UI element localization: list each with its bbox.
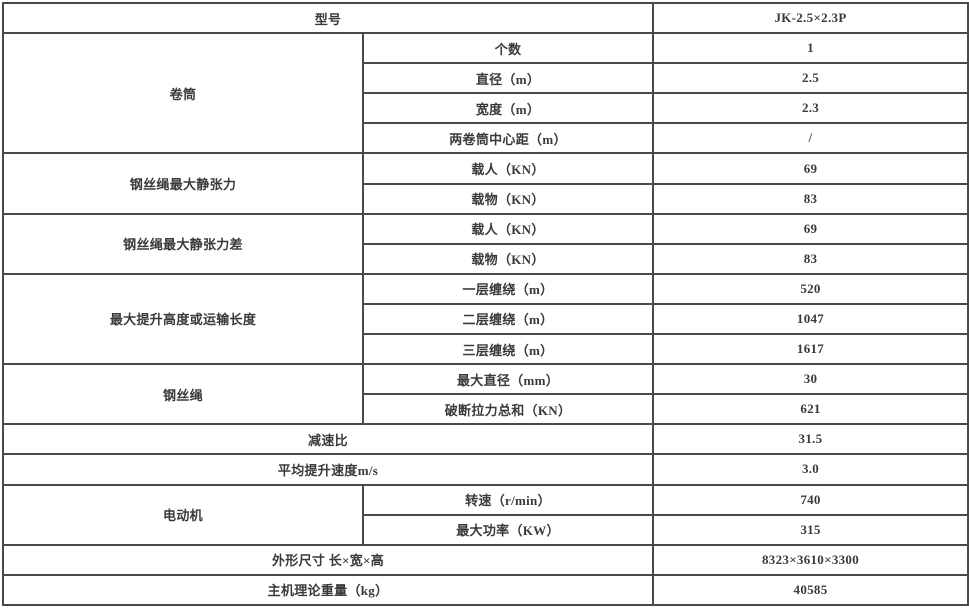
table-row: 钢丝绳最大静张力 载人（KN） 69	[2, 152, 969, 215]
value-layer3-winding: 1617	[652, 333, 969, 366]
avg-lifting-speed-value: 3.0	[652, 453, 969, 486]
group-drum: 卷筒	[2, 32, 364, 155]
table-row: 卷筒 个数 1	[2, 32, 969, 155]
table-row: 平均提升速度m/s 3.0	[1, 453, 969, 486]
value-rope-breaking-force: 621	[652, 393, 969, 426]
group-motor: 电动机	[2, 483, 364, 546]
group-max-static-tension-diff: 钢丝绳最大静张力差	[2, 212, 364, 275]
value-layer1-winding: 520	[652, 272, 969, 305]
param-tension-diff-manned: 载人（KN）	[361, 212, 655, 245]
table-row: 三层缠绕（m） 1617	[3, 333, 969, 366]
table-row: 二层缠绕（m） 1047	[3, 302, 969, 336]
value-drum-count: 1	[652, 32, 969, 65]
weight-value: 40585	[652, 573, 969, 607]
param-drum-width: 宽度（m）	[361, 92, 655, 125]
param-tension-diff-cargo: 载物（KN）	[361, 242, 655, 275]
param-drum-diameter: 直径（m）	[361, 62, 655, 95]
param-motor-rotation-speed: 转速（r/min）	[361, 483, 655, 516]
model-label: 型号	[1, 1, 655, 35]
table-row: 破断拉力总和（KN） 621	[3, 393, 969, 426]
param-drum-count: 个数	[361, 32, 655, 65]
value-drum-width: 2.3	[652, 92, 969, 125]
table-row: 钢丝绳 最大直径（mm） 30	[2, 363, 969, 426]
table-row: 载物（KN） 83	[3, 242, 969, 275]
group-max-static-tension: 钢丝绳最大静张力	[2, 152, 364, 215]
value-tension-diff-cargo: 83	[652, 242, 969, 275]
param-tension-manned: 载人（KN）	[361, 152, 655, 185]
param-layer2-winding: 二层缠绕（m）	[361, 302, 655, 336]
table-row: 最大功率（KW） 315	[3, 513, 969, 546]
value-drum-center-distance: /	[652, 122, 969, 155]
param-drum-center-distance: 两卷筒中心距（m）	[361, 122, 655, 155]
dimensions-value: 8323×3610×3300	[652, 543, 969, 576]
model-value: JK-2.5×2.3P	[652, 1, 969, 35]
avg-lifting-speed-label: 平均提升速度m/s	[1, 453, 655, 486]
group-wire-rope: 钢丝绳	[2, 363, 364, 426]
reduction-ratio-label: 减速比	[1, 423, 655, 456]
value-tension-cargo: 83	[652, 182, 969, 215]
weight-label: 主机理论重量（kg）	[1, 573, 655, 607]
param-rope-max-diameter: 最大直径（mm）	[361, 363, 655, 396]
value-tension-diff-manned: 69	[652, 212, 969, 245]
table-row: 两卷筒中心距（m） /	[3, 122, 969, 155]
dimensions-label: 外形尺寸 长×宽×高	[1, 543, 655, 576]
table-row: 电动机 转速（r/min） 740	[2, 483, 969, 546]
value-motor-max-power: 315	[652, 513, 969, 546]
value-motor-rotation-speed: 740	[652, 483, 969, 516]
param-tension-cargo: 载物（KN）	[361, 182, 655, 215]
table-row: 外形尺寸 长×宽×高 8323×3610×3300	[1, 543, 969, 576]
table-row: 主机理论重量（kg） 40585	[1, 573, 969, 607]
table-row: 型号 JK-2.5×2.3P	[1, 1, 969, 35]
value-tension-manned: 69	[652, 152, 969, 185]
table-row: 减速比 31.5	[1, 423, 969, 456]
value-rope-max-diameter: 30	[652, 363, 969, 396]
param-rope-breaking-force: 破断拉力总和（KN）	[361, 393, 655, 426]
reduction-ratio-value: 31.5	[652, 423, 969, 456]
value-layer2-winding: 1047	[652, 302, 969, 336]
param-layer3-winding: 三层缠绕（m）	[361, 333, 655, 366]
table-row: 钢丝绳最大静张力差 载人（KN） 69	[2, 212, 969, 275]
param-layer1-winding: 一层缠绕（m）	[361, 272, 655, 305]
table-row: 宽度（m） 2.3	[3, 92, 969, 125]
value-drum-diameter: 2.5	[652, 62, 969, 95]
table-row: 最大提升高度或运输长度 一层缠绕（m） 520	[2, 272, 969, 366]
table-row: 载物（KN） 83	[3, 182, 969, 215]
table-row: 直径（m） 2.5	[3, 62, 969, 95]
param-motor-max-power: 最大功率（KW）	[361, 513, 655, 546]
group-max-lifting-height: 最大提升高度或运输长度	[2, 272, 364, 366]
